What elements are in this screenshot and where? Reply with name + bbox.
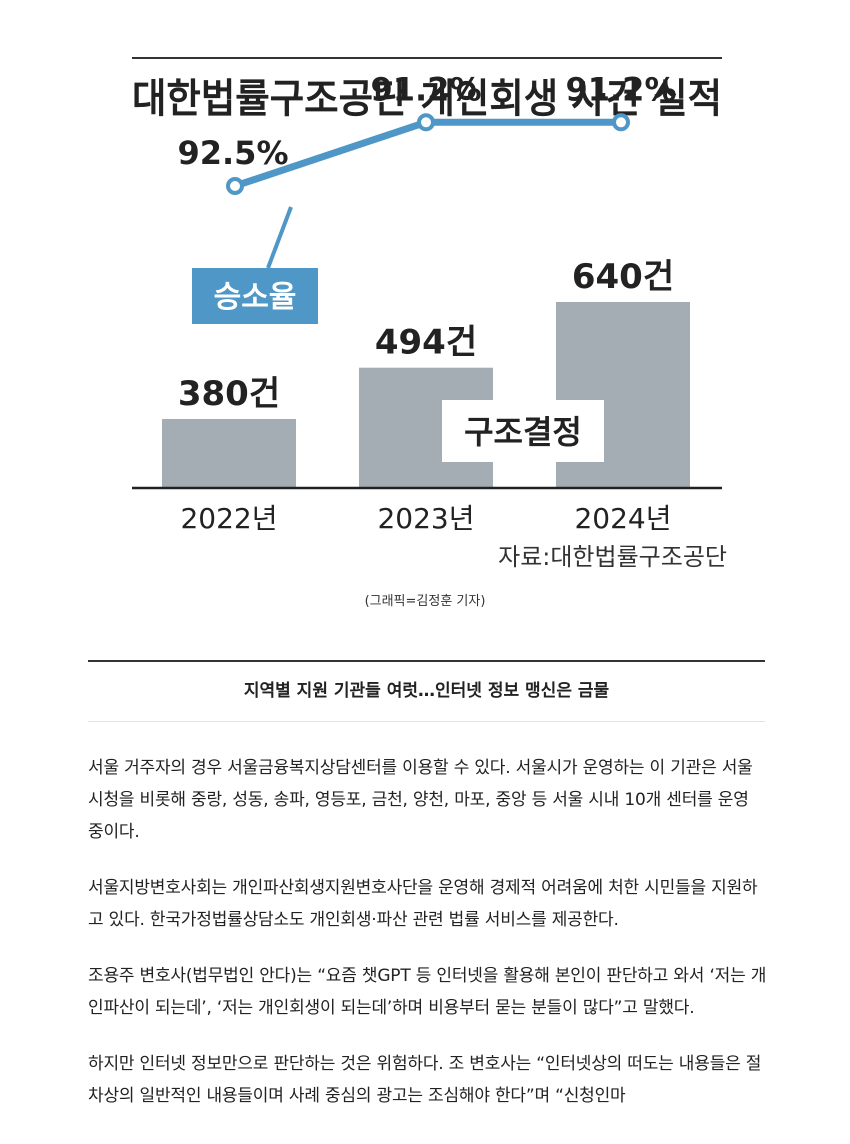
article-body: 서울 거주자의 경우 서울금융복지상담센터를 이용할 수 있다. 서울시가 운영… xyxy=(88,752,768,1136)
bar-label-0: 380건 xyxy=(178,374,280,414)
chart-graphic: 대한법률구조공단 개인회생 사건 실적 380건 494건 640건 92.5% 91… xyxy=(132,57,727,571)
section-divider-top xyxy=(88,660,765,662)
legend-bar-label: 구조결정 xyxy=(464,413,582,451)
section-title: 지역별 지원 기관들 여럿…인터넷 정보 맹신은 금물 xyxy=(243,681,610,701)
line-path xyxy=(233,118,621,190)
line-label-2: 91.2% xyxy=(565,70,676,108)
legend-line-box xyxy=(192,268,318,324)
bar-0 xyxy=(162,419,296,488)
x-tick-2: 2024년 xyxy=(574,502,671,535)
line-point-1 xyxy=(417,113,435,132)
line-point-0 xyxy=(226,177,244,195)
article-paragraph: 조용주 변호사(법무법인 안다)는 “요즘 챗GPT 등 인터넷을 활용해 본인… xyxy=(88,966,767,1018)
line-label-1: 91.2% xyxy=(370,70,481,108)
legend-bar-series: 구조결정 xyxy=(442,400,604,462)
bar-label-1: 494건 xyxy=(375,323,477,363)
line-point-2 xyxy=(612,113,630,132)
section-divider-bottom xyxy=(88,721,765,722)
bar-label-2: 640건 xyxy=(572,257,674,297)
chart-source: 자료:대한법률구조공단 xyxy=(498,543,727,571)
legend-line-series: 승소율 xyxy=(192,206,318,324)
article-paragraph: 하지만 인터넷 정보만으로 판단하는 것은 위험하다. 조 변호사는 “인터넷상… xyxy=(88,1054,762,1106)
legend-line-label: 승소율 xyxy=(214,280,297,315)
article-paragraph: 서울지방변호사회는 개인파산회생지원변호사단을 운영해 경제적 어려움에 처한 … xyxy=(88,878,758,930)
line-label-0: 92.5% xyxy=(177,134,288,172)
article-paragraph: 서울 거주자의 경우 서울금융복지상담센터를 이용할 수 있다. 서울시가 운영… xyxy=(88,758,753,842)
chart-credit: (그래픽=김정훈 기자) xyxy=(364,594,486,609)
x-tick-0: 2022년 xyxy=(180,502,277,535)
x-tick-1: 2023년 xyxy=(377,502,474,535)
